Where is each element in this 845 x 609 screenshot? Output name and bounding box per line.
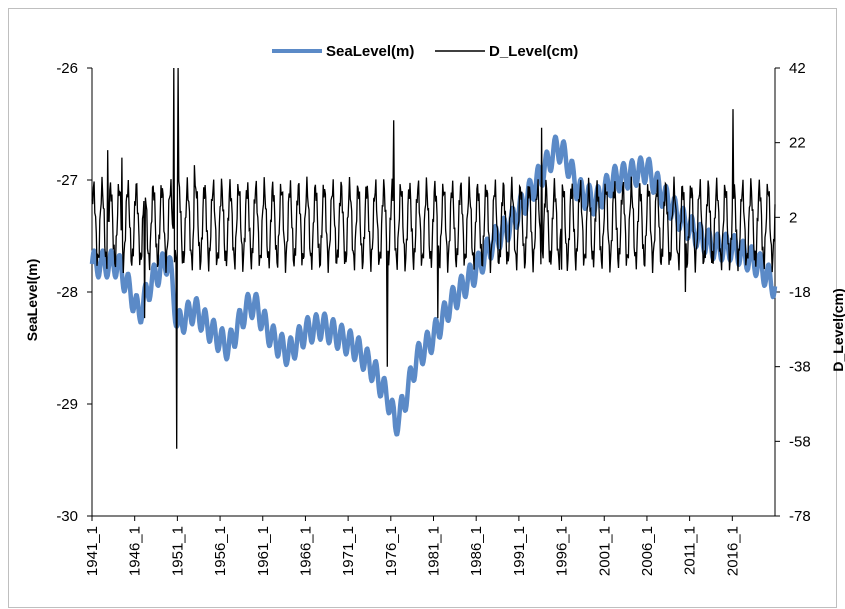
x-tick-label: 1986_1 [468,526,485,576]
right-tick-label: 22 [789,135,806,152]
right-tick-label: -38 [789,359,811,376]
right-tick-label: 2 [789,209,797,226]
x-tick-label: 2001_1 [596,526,613,576]
x-tick-label: 1996_1 [554,526,571,576]
x-tick-label: 1981_1 [426,526,443,576]
x-tick-label: 2006_1 [639,526,656,576]
right-tick-label: -78 [789,508,811,525]
left-tick-label: -30 [56,508,78,525]
legend: SeaLevel(m) D_Level(cm) [272,43,578,60]
x-tick-label: 1971_1 [340,526,357,576]
x-tick-label: 1961_1 [255,526,272,576]
x-tick-label: 1956_1 [212,526,229,576]
left-axis-label: SeaLevel(m) [24,259,40,341]
left-tick-label: -29 [56,396,78,413]
x-tick-label: 1941_1 [84,526,101,576]
right-tick-label: 42 [789,60,806,77]
left-tick-label: -28 [56,284,78,301]
right-tick-label: -18 [789,284,811,301]
x-tick-label: 2011_1 [682,526,699,575]
right-axis-label: D_Level(cm) [830,288,845,371]
left-tick-label: -27 [56,172,78,189]
x-tick-label: 1991_1 [511,526,528,576]
series-sealevel-line [89,134,778,437]
left-tick-label: -26 [56,60,78,77]
x-tick-label: 1966_1 [297,526,314,576]
legend-label-dlevel: D_Level(cm) [489,43,578,60]
x-tick-label: 1951_1 [169,526,186,576]
x-tick-label: 2016_1 [724,526,741,576]
plot-area [89,67,778,449]
x-tick-label: 1946_1 [127,526,144,576]
series-dlevel-line [91,67,776,449]
x-tick-label: 1976_1 [383,526,400,576]
right-tick-label: -58 [789,433,811,450]
chart-frame [8,8,837,608]
legend-label-sealevel: SeaLevel(m) [326,43,414,60]
